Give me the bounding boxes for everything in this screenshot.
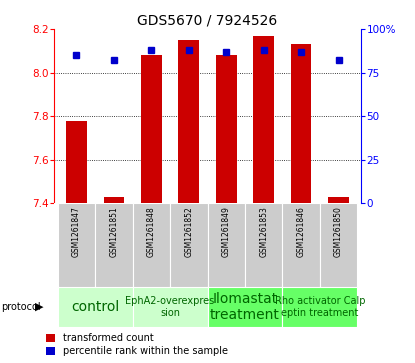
Bar xyxy=(282,203,320,287)
Text: Ilomastat
treatment: Ilomastat treatment xyxy=(210,291,280,322)
Text: GSM1261846: GSM1261846 xyxy=(297,206,305,257)
Bar xyxy=(328,197,349,203)
Bar xyxy=(216,55,237,203)
Text: EphA2-overexpres
sion: EphA2-overexpres sion xyxy=(125,296,215,318)
Bar xyxy=(104,197,124,203)
Text: GSM1261851: GSM1261851 xyxy=(110,206,118,257)
Bar xyxy=(170,203,208,287)
Bar xyxy=(66,121,87,203)
Bar xyxy=(95,203,133,287)
Bar xyxy=(320,203,357,287)
Bar xyxy=(291,44,311,203)
Legend: transformed count, percentile rank within the sample: transformed count, percentile rank withi… xyxy=(46,333,228,356)
Text: control: control xyxy=(71,300,119,314)
Text: GSM1261850: GSM1261850 xyxy=(334,206,343,257)
Text: GSM1261849: GSM1261849 xyxy=(222,206,231,257)
Bar xyxy=(208,203,245,287)
Bar xyxy=(58,287,133,327)
Text: GSM1261852: GSM1261852 xyxy=(184,206,193,257)
Bar xyxy=(208,287,282,327)
Bar xyxy=(58,203,95,287)
Bar xyxy=(254,36,274,203)
Text: GSM1261853: GSM1261853 xyxy=(259,206,268,257)
Bar xyxy=(133,203,170,287)
Bar xyxy=(245,203,282,287)
Bar xyxy=(282,287,357,327)
Bar xyxy=(133,287,208,327)
Text: protocol: protocol xyxy=(1,302,40,312)
Bar xyxy=(178,40,199,203)
Text: GSM1261847: GSM1261847 xyxy=(72,206,81,257)
Title: GDS5670 / 7924526: GDS5670 / 7924526 xyxy=(137,14,278,28)
Text: GSM1261848: GSM1261848 xyxy=(147,206,156,257)
Text: Rho activator Calp
eptin treatment: Rho activator Calp eptin treatment xyxy=(275,296,365,318)
Text: ▶: ▶ xyxy=(35,302,44,312)
Bar xyxy=(141,55,161,203)
